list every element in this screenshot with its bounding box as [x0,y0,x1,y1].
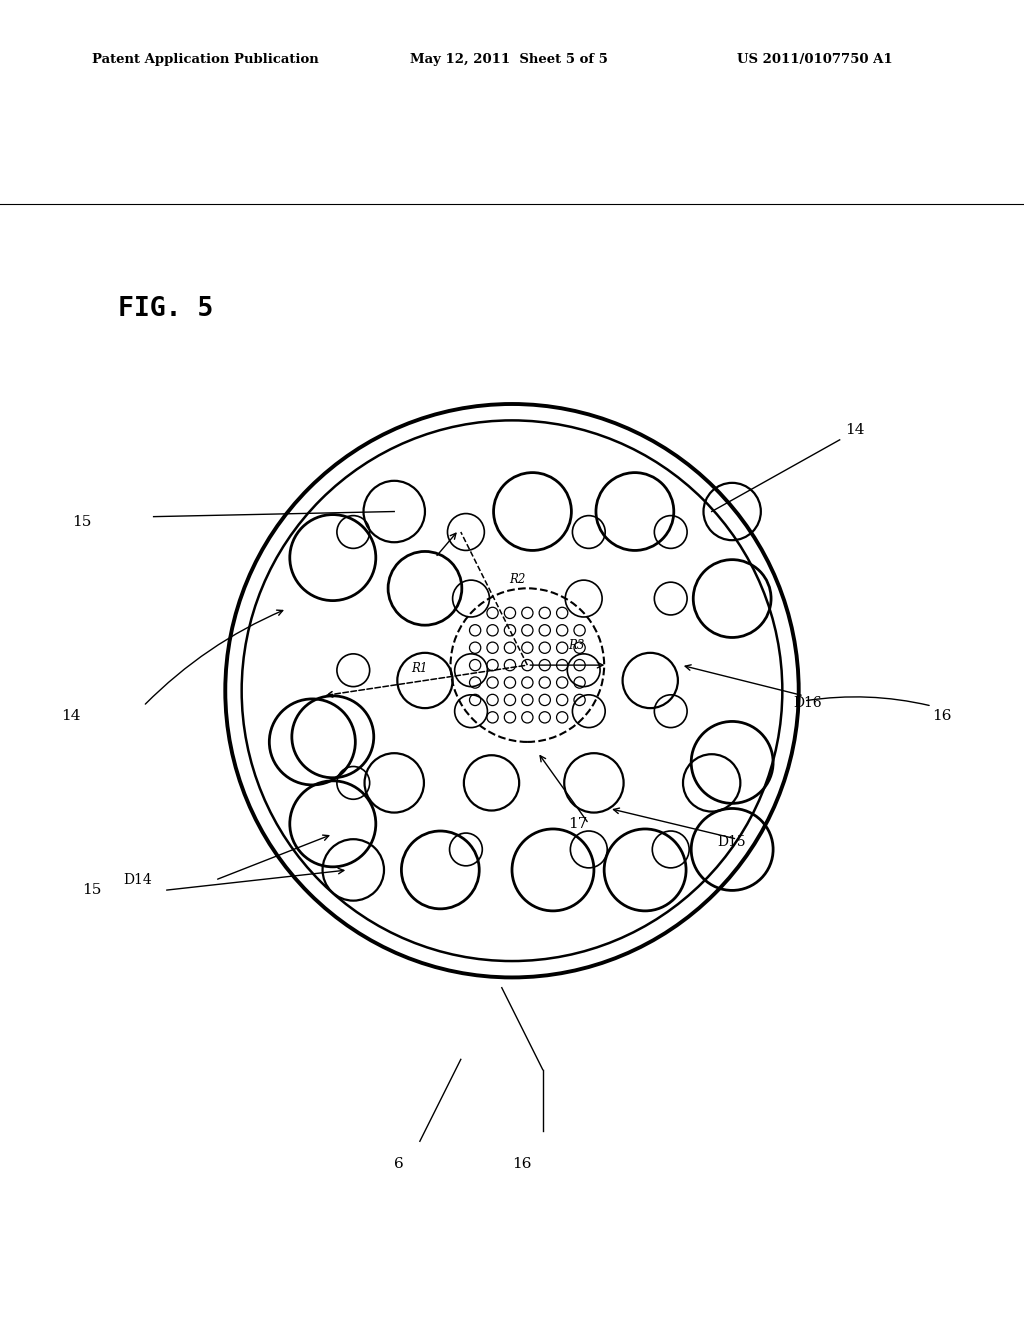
Text: Patent Application Publication: Patent Application Publication [92,53,318,66]
Text: 14: 14 [61,709,81,723]
Text: 15: 15 [82,883,101,898]
Text: 6: 6 [394,1156,404,1171]
Text: R3: R3 [568,639,585,652]
Text: FIG. 5: FIG. 5 [118,297,213,322]
Text: R2: R2 [509,573,525,586]
Text: D15: D15 [717,836,745,849]
Text: 17: 17 [568,817,588,830]
Text: May 12, 2011  Sheet 5 of 5: May 12, 2011 Sheet 5 of 5 [410,53,607,66]
Text: D14: D14 [123,873,152,887]
Text: 15: 15 [72,515,91,529]
Text: R1: R1 [412,663,428,676]
Text: US 2011/0107750 A1: US 2011/0107750 A1 [737,53,893,66]
Text: 14: 14 [845,422,864,437]
Text: 16: 16 [512,1156,532,1171]
Text: D16: D16 [794,696,822,710]
Text: 16: 16 [932,709,951,723]
